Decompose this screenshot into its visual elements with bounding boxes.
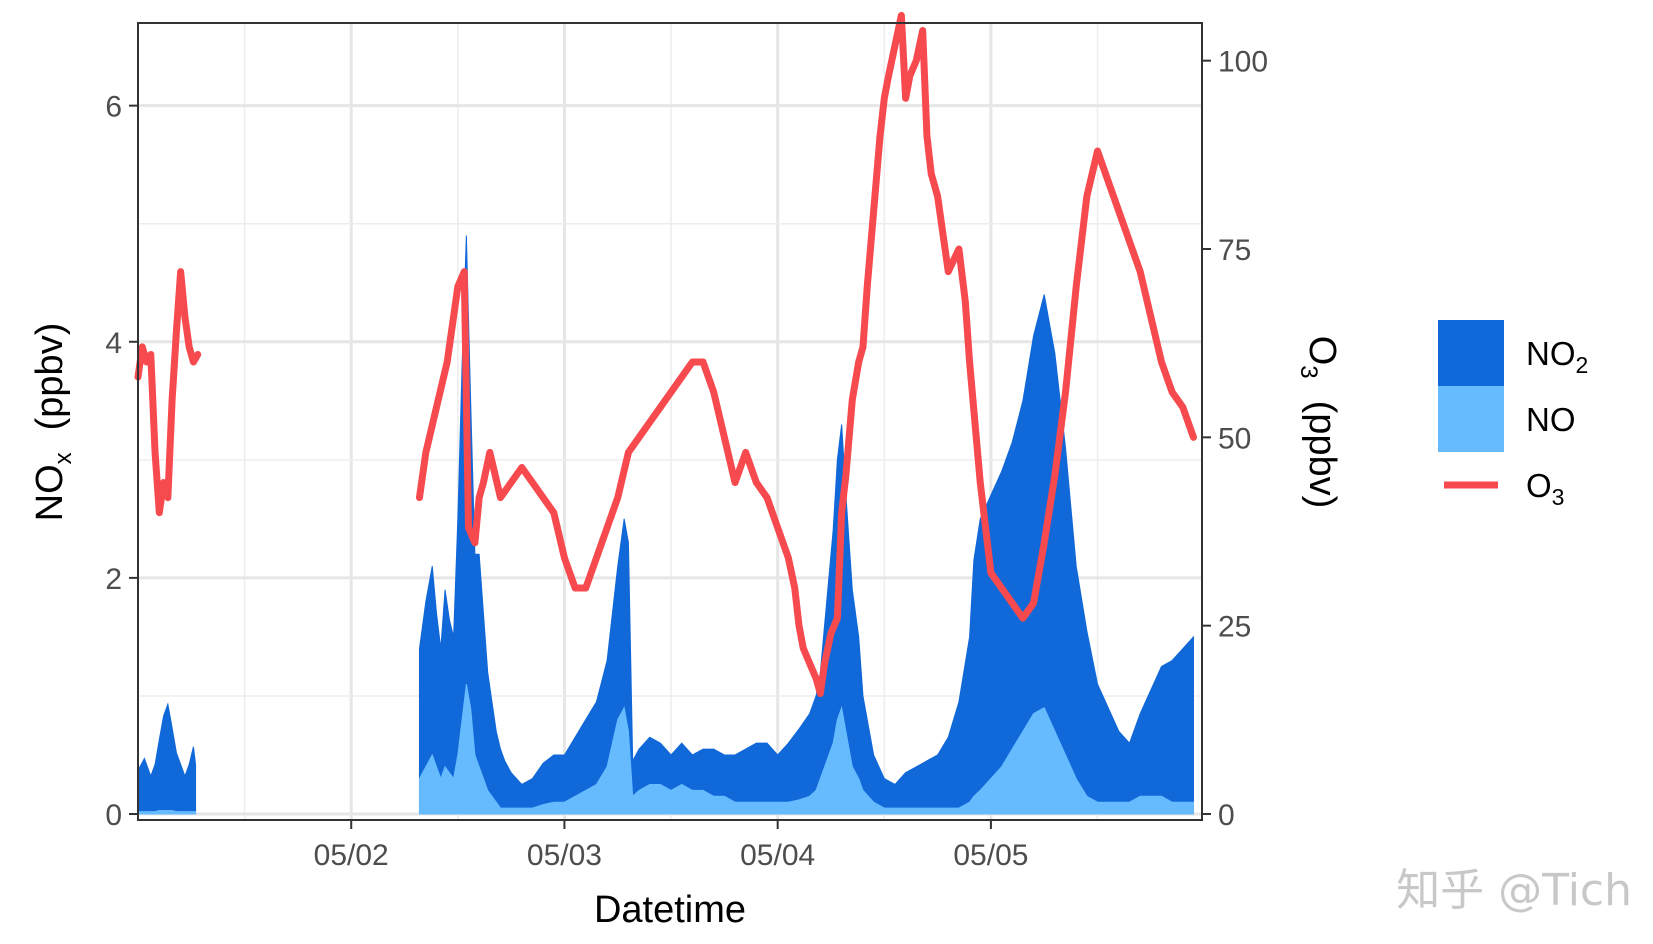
x-axis-title: Datetime bbox=[594, 889, 746, 931]
right-y-axis-title: O3 (ppbv) bbox=[1295, 336, 1343, 509]
left-y-axis-title-main: NO bbox=[29, 464, 71, 521]
o3-line-segment bbox=[415, 11, 1197, 697]
watermark: 知乎 @Tich bbox=[1396, 865, 1632, 916]
legend-label-main: NO bbox=[1526, 401, 1576, 438]
left-y-tick-label: 2 bbox=[105, 563, 122, 596]
right-y-axis-title-units: (ppbv) bbox=[1301, 401, 1343, 509]
legend-label: NO2 bbox=[1526, 335, 1588, 378]
legend-key-fill bbox=[1438, 386, 1504, 452]
series-layer bbox=[134, 11, 1197, 815]
x-tick-label: 05/04 bbox=[740, 839, 815, 872]
no-area-segment bbox=[137, 809, 197, 815]
left-y-tick-label: 4 bbox=[105, 327, 122, 360]
left-y-axis-title-sub: x bbox=[50, 452, 77, 464]
svg-text:NOx(ppbv): NOx (ppbv) bbox=[29, 323, 77, 522]
x-tick-label: 05/03 bbox=[527, 839, 602, 872]
left-y-tick-label: 0 bbox=[105, 799, 122, 832]
plot-border bbox=[137, 22, 1203, 821]
no2-area-segment bbox=[137, 702, 197, 815]
legend-label-sub: 2 bbox=[1576, 352, 1589, 378]
x-tick-label: 05/05 bbox=[953, 839, 1028, 872]
legend-label: NO bbox=[1526, 401, 1576, 438]
legend-label: O3 bbox=[1526, 467, 1564, 510]
right-y-tick-label: 100 bbox=[1218, 46, 1268, 79]
right-y-tick-label: 75 bbox=[1218, 234, 1251, 267]
legend-label-sub: 3 bbox=[1552, 484, 1565, 510]
svg-text:O3(ppbv): O3 (ppbv) bbox=[1295, 336, 1343, 509]
no2-area-segment bbox=[418, 235, 1194, 815]
legend-label-main: NO bbox=[1526, 335, 1576, 372]
right-y-tick-label: 0 bbox=[1218, 799, 1235, 832]
right-y-tick-label: 25 bbox=[1218, 611, 1251, 644]
left-y-axis-title: NOx (ppbv) bbox=[29, 323, 77, 522]
legend-label-main: O bbox=[1526, 467, 1552, 504]
no-area-segment bbox=[418, 684, 1194, 815]
right-y-axis-title-main: O bbox=[1301, 336, 1343, 366]
right-y-axis-title-sub: 3 bbox=[1295, 365, 1322, 378]
o3-line-segment bbox=[134, 268, 202, 517]
right-y-axis: 0 25 50 75 100 bbox=[1202, 46, 1268, 832]
left-y-axis: 0 2 4 6 bbox=[105, 91, 138, 832]
x-axis: 05/02 05/03 05/04 05/05 bbox=[314, 820, 1028, 872]
right-y-tick-label: 50 bbox=[1218, 422, 1251, 455]
legend-key-fill bbox=[1438, 320, 1504, 386]
left-y-axis-title-units: (ppbv) bbox=[29, 323, 71, 431]
left-y-tick-label: 6 bbox=[105, 91, 122, 124]
x-tick-label: 05/02 bbox=[314, 839, 389, 872]
